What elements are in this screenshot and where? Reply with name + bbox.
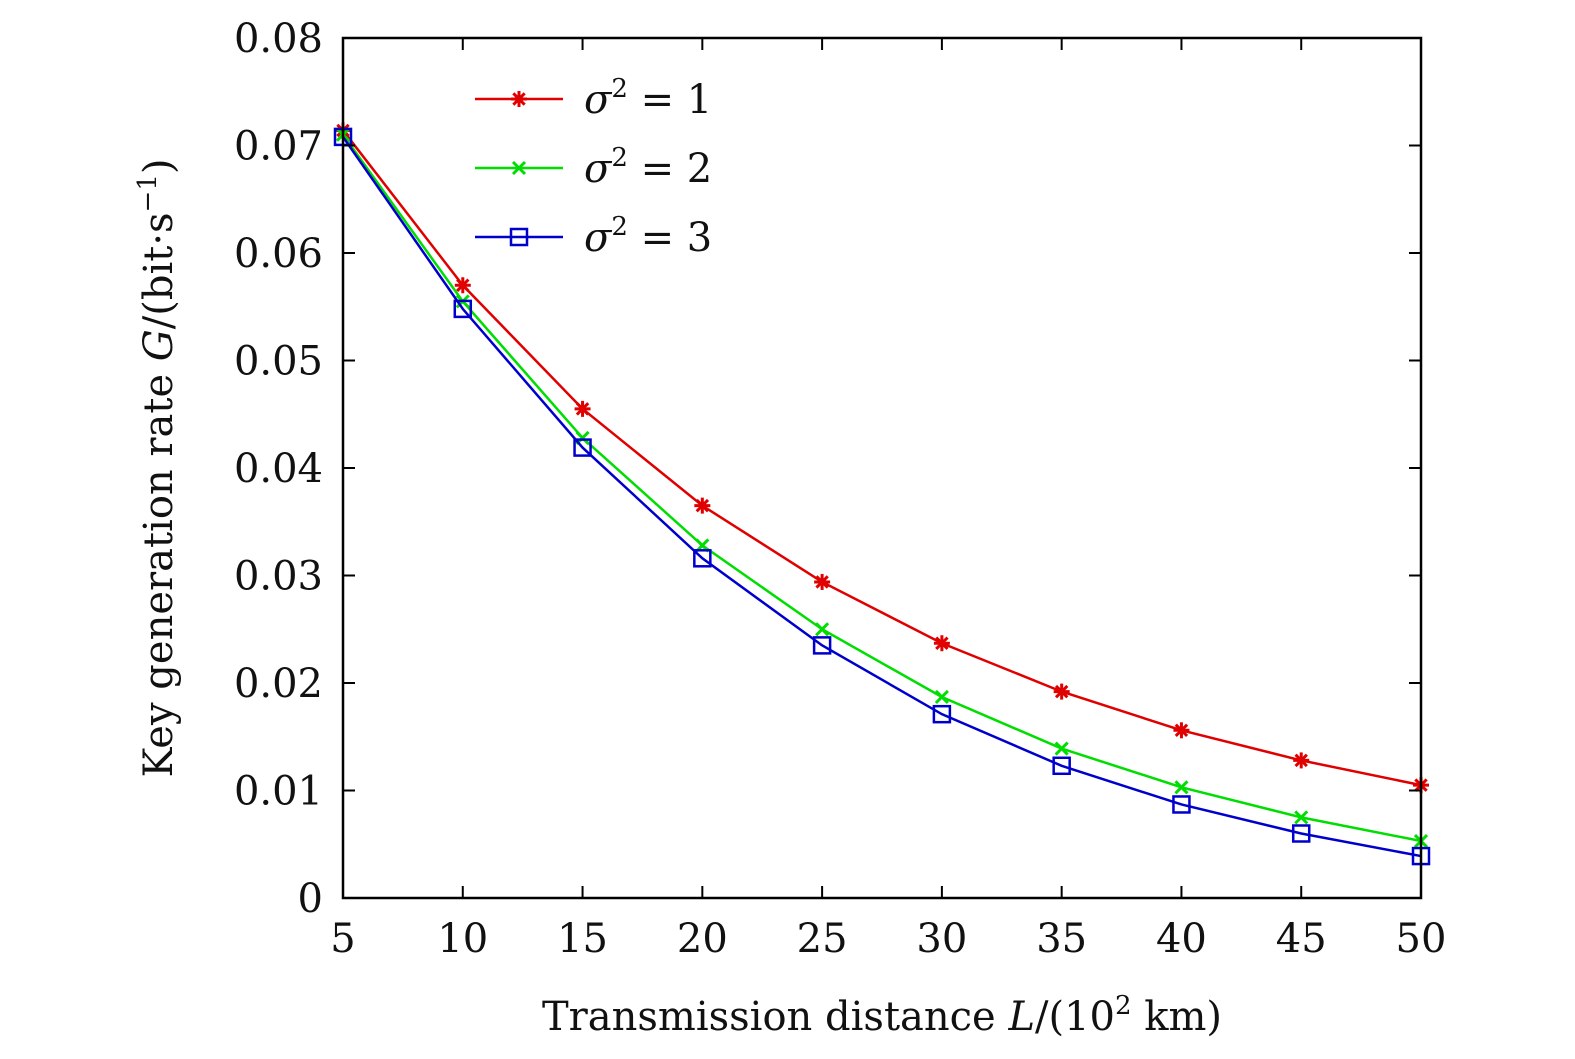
data-point-series-3 — [1052, 756, 1071, 776]
y-axis-label: Key generation rate G/(bit·s−1) — [133, 158, 182, 777]
y-tick-label: 0.08 — [234, 16, 323, 62]
x-tick-label: 45 — [1276, 916, 1327, 962]
series-layer — [333, 122, 1431, 866]
legend-item-3: σ2 = 3 — [475, 212, 712, 261]
series-line-3 — [341, 136, 1422, 858]
legend-marker — [509, 227, 529, 247]
data-point-series-1 — [1173, 722, 1190, 739]
y-axis-label-var: G — [136, 329, 182, 361]
series-line-1 — [342, 129, 1422, 787]
data-point-series-2 — [1174, 780, 1189, 795]
y-tick-label: 0.02 — [234, 661, 323, 707]
x-axis-label-unit: /(10 — [1035, 994, 1115, 1040]
x-tick-label: 30 — [916, 916, 967, 962]
legend-label: σ2 = 2 — [584, 143, 712, 192]
data-point-series-3 — [453, 299, 473, 319]
data-point-series-1 — [1053, 683, 1070, 700]
x-axis-label-text: Transmission distance — [542, 994, 1008, 1040]
x-tick-label: 50 — [1396, 916, 1447, 962]
x-axis-label: Transmission distance L/(102 km) — [542, 991, 1222, 1040]
data-point-series-2 — [1294, 810, 1309, 825]
y-axis-label-unit: /(bit·s — [136, 212, 182, 329]
y-axis-label-unit-end: ) — [136, 158, 182, 174]
data-point-series-2 — [1054, 741, 1069, 756]
x-tick-label: 10 — [437, 916, 488, 962]
data-point-series-2 — [815, 622, 830, 637]
data-point-series-3 — [573, 438, 592, 457]
legend-marker — [511, 160, 527, 176]
data-point-series-2 — [934, 689, 949, 705]
data-point-series-1 — [694, 497, 711, 514]
x-tick-label: 20 — [677, 916, 728, 962]
data-point-series-3 — [812, 636, 832, 655]
y-axis-label-text: Key generation rate — [136, 361, 182, 777]
data-point-series-1 — [454, 277, 471, 294]
x-tick-label: 15 — [557, 916, 608, 962]
x-axis-label-exp: 2 — [1115, 991, 1132, 1021]
data-point-series-1 — [933, 635, 950, 652]
x-tick-label: 35 — [1036, 916, 1087, 962]
y-tick-label: 0.01 — [234, 769, 323, 815]
legend-item-1: σ2 = 1 — [475, 74, 712, 123]
legend-item-2: σ2 = 2 — [475, 143, 712, 192]
x-axis-label-unit-end: km) — [1132, 994, 1223, 1040]
x-tick-label: 40 — [1156, 916, 1207, 962]
legend-label: σ2 = 1 — [584, 74, 712, 123]
y-tick-label: 0.07 — [234, 124, 323, 170]
data-point-series-3 — [932, 704, 952, 724]
y-tick-label: 0.03 — [234, 554, 323, 600]
data-point-series-1 — [574, 400, 591, 417]
legend-marker — [511, 91, 527, 107]
data-point-series-3 — [1291, 824, 1311, 843]
y-tick-label: 0 — [298, 876, 323, 922]
y-axis-label-exp: −1 — [133, 174, 163, 212]
x-tick-label: 5 — [330, 916, 355, 962]
x-axis-label-var: L — [1007, 994, 1035, 1040]
y-tick-label: 0.05 — [234, 339, 323, 385]
y-tick-label: 0.06 — [234, 231, 323, 277]
data-point-series-1 — [1293, 752, 1310, 769]
data-point-series-3 — [693, 549, 712, 568]
legend: σ2 = 1 σ2 = 2 σ2 = 3 — [475, 74, 712, 261]
data-point-series-1 — [814, 573, 831, 590]
legend-label: σ2 = 3 — [584, 212, 712, 261]
data-point-series-3 — [1172, 795, 1191, 814]
series-line-2 — [341, 134, 1422, 843]
x-tick-label: 25 — [797, 916, 848, 962]
ticks-layer: 5 10 15 20 25 30 35 40 45 50 0 0.01 0.02 0.03 0.04 0.05… — [234, 16, 1447, 962]
y-tick-label: 0.04 — [234, 446, 323, 492]
